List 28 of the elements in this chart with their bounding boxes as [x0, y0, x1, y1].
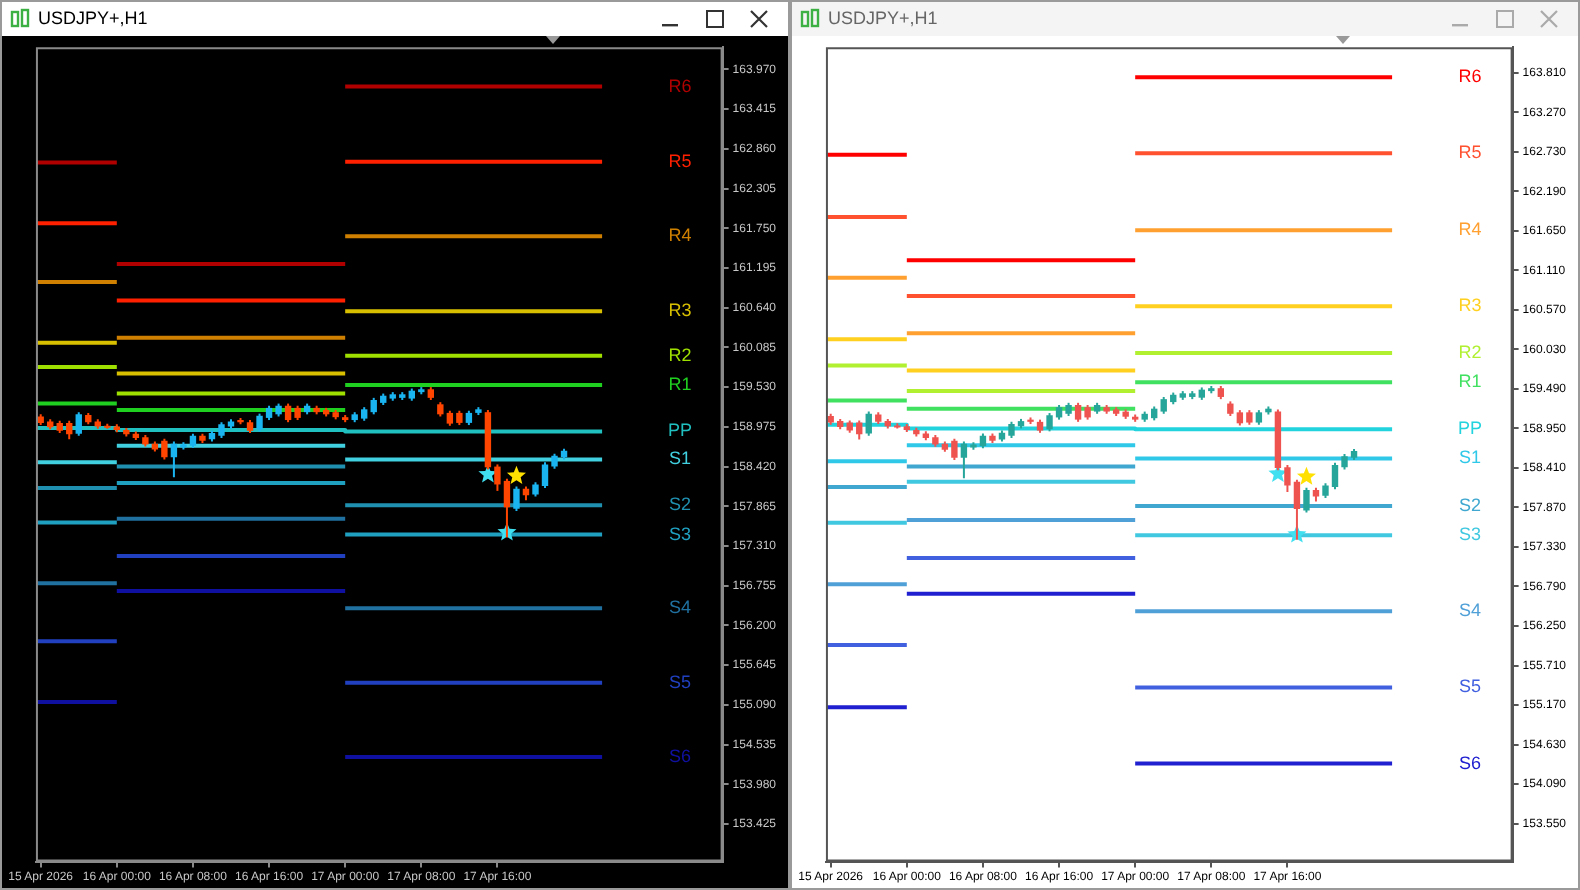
text: S1 — [669, 448, 692, 469]
text: R4 — [1458, 219, 1482, 240]
text: R1 — [668, 373, 692, 394]
text: R1 — [1458, 371, 1482, 392]
text: R3 — [668, 300, 692, 321]
text: S2 — [669, 494, 692, 515]
text: R2 — [668, 344, 692, 365]
text: R6 — [1458, 66, 1482, 87]
text: S4 — [1459, 600, 1482, 621]
text: S1 — [1459, 447, 1482, 468]
text: S6 — [1459, 752, 1482, 773]
text: S3 — [1459, 524, 1482, 545]
text: R5 — [668, 150, 692, 171]
chart-title: USDJPY+,H1 — [828, 6, 938, 32]
chart-title: USDJPY+,H1 — [38, 6, 148, 32]
text: R6 — [668, 75, 692, 96]
text: R5 — [1458, 142, 1482, 163]
text: R4 — [668, 225, 692, 246]
text: S6 — [669, 746, 692, 767]
text: PP — [1458, 418, 1483, 439]
text: R3 — [1458, 295, 1482, 316]
text: S5 — [1459, 676, 1482, 697]
text: S2 — [1459, 494, 1482, 515]
text: PP — [668, 420, 693, 441]
text: S5 — [669, 671, 692, 692]
text: S3 — [669, 523, 692, 544]
text: S4 — [669, 597, 692, 618]
text: R2 — [1458, 342, 1482, 363]
